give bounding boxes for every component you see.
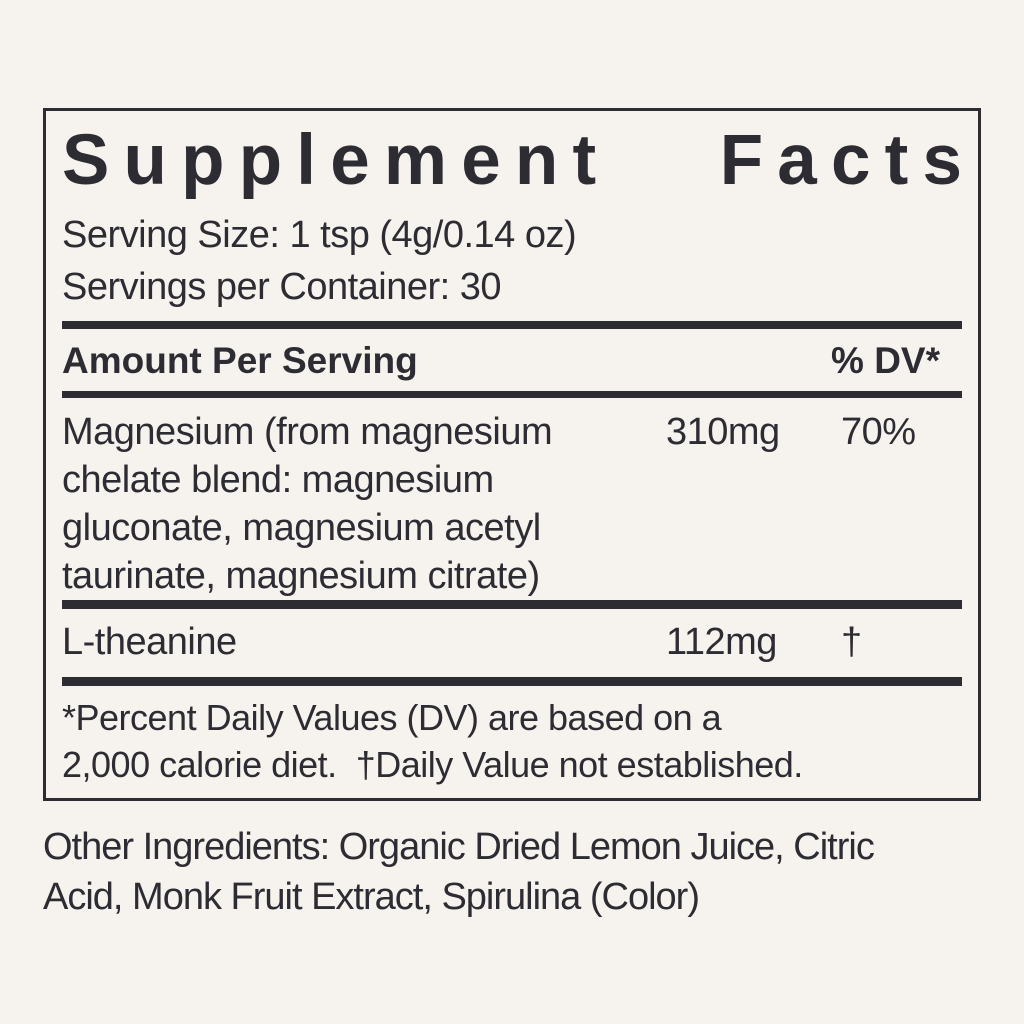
percent-dv-header: % DV*: [831, 340, 940, 381]
amount-per-serving-header: Amount Per Serving: [62, 340, 418, 381]
supplement-facts-panel: Supplement Facts Serving Size: 1 tsp (4g…: [43, 108, 981, 801]
divider-below-magnesium: [62, 600, 962, 609]
table-row-magnesium: Magnesium (from magnesium chelate blend: …: [62, 398, 962, 600]
ingredient-name: L-theanine: [62, 621, 237, 663]
divider-thick-top: [62, 321, 962, 329]
facts-table-header: Amount Per Serving % DV*: [62, 329, 962, 391]
title-word-supplement: Supplement: [62, 121, 611, 200]
ingredient-amount: 310mg: [666, 411, 780, 453]
ingredient-amount: 112mg: [666, 621, 777, 663]
ingredient-dv: 70%: [841, 411, 916, 453]
daily-value-footnote: *Percent Daily Values (DV) are based on …: [62, 697, 803, 785]
serving-size-text: Serving Size: 1 tsp (4g/0.14 oz): [62, 214, 577, 256]
divider-below-header: [62, 391, 962, 398]
ingredient-dv: †: [841, 621, 862, 663]
table-row-l-theanine: L-theanine 112mg †: [62, 609, 962, 677]
servings-per-container-text: Servings per Container: 30: [62, 266, 502, 308]
other-ingredients-text: Other Ingredients: Organic Dried Lemon J…: [43, 826, 875, 918]
ingredient-name: Magnesium (from magnesium chelate blend: …: [62, 411, 553, 597]
divider-below-l-theanine: [62, 677, 962, 686]
title-word-facts: Facts: [719, 121, 977, 200]
panel-title: Supplement Facts: [62, 123, 962, 199]
